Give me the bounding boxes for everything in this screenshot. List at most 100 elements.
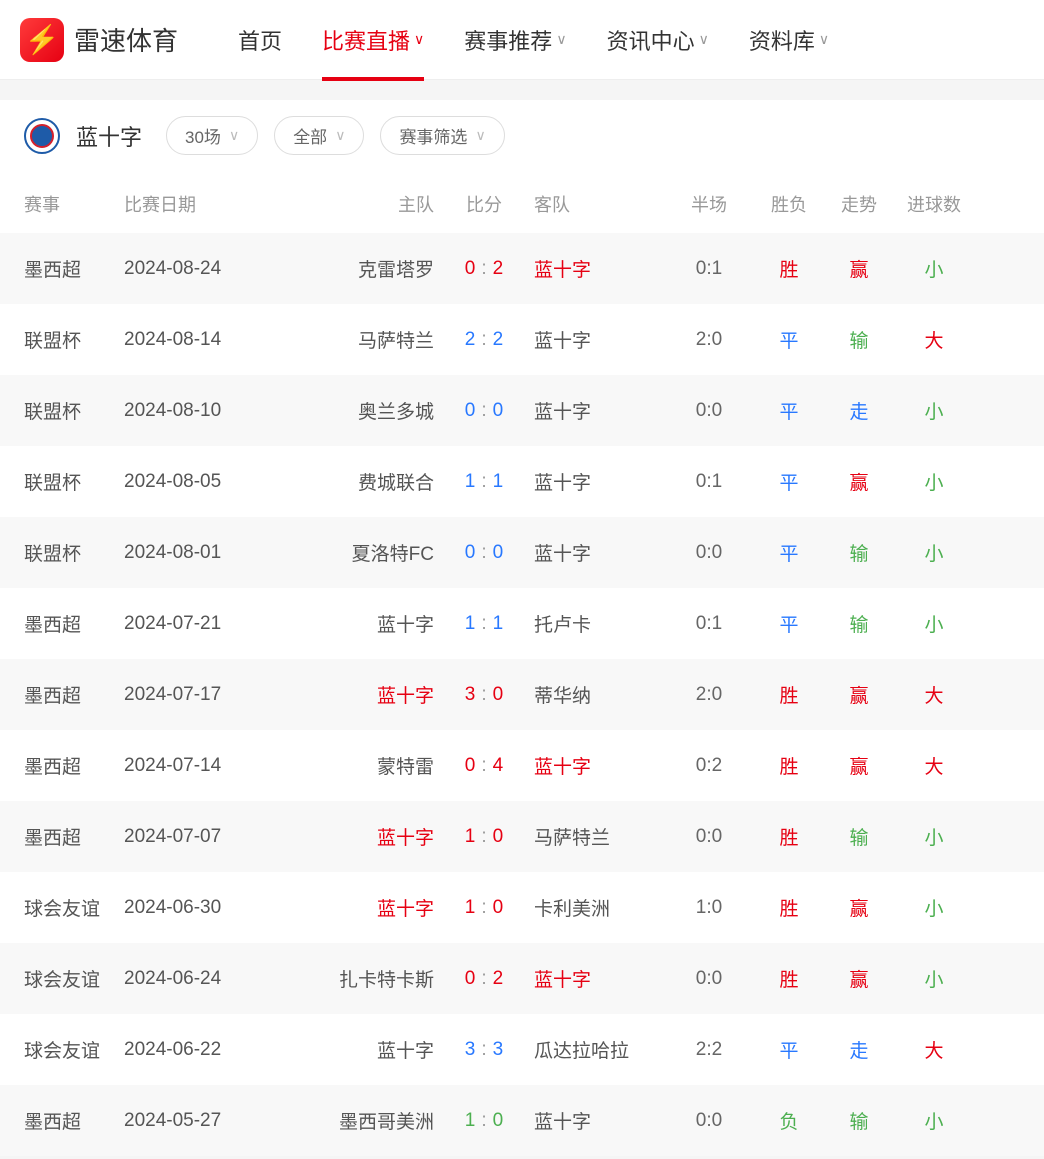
cell-away: 蓝十字 [524,539,664,566]
cell-half: 1:0 [664,897,754,919]
cell-home: 蓝十字 [264,894,444,921]
score-sep: : [481,1110,486,1132]
cell-home: 马萨特兰 [264,326,444,353]
score-sep: : [481,1039,486,1061]
cell-half: 2:0 [664,329,754,351]
match-row[interactable]: 联盟杯2024-08-14马萨特兰2:2蓝十字2:0平输大 [0,304,1044,375]
site-name: 雷速体育 [74,21,178,58]
cell-home: 蒙特雷 [264,752,444,779]
cell-result: 胜 [754,894,824,921]
main-nav: 首页比赛直播∨赛事推荐∨资讯中心∨资料库∨ [238,0,1024,80]
nav-item-4[interactable]: 资料库∨ [749,0,829,80]
cell-score: 1:0 [444,1110,524,1132]
nav-item-1[interactable]: 比赛直播∨ [322,0,424,80]
score-sep: : [481,258,486,280]
cell-trend: 输 [824,326,894,353]
filter-scope-label: 全部 [293,123,327,148]
cell-away: 蓝十字 [524,326,664,353]
away-score: 0 [493,826,504,848]
cell-result: 胜 [754,752,824,779]
chevron-down-icon: ∨ [819,31,829,48]
cell-score: 0:0 [444,542,524,564]
nav-item-3[interactable]: 资讯中心∨ [607,0,709,80]
nav-item-2[interactable]: 赛事推荐∨ [464,0,566,80]
match-row[interactable]: 墨西超2024-07-21蓝十字1:1托卢卡0:1平输小 [0,588,1044,659]
cell-trend: 走 [824,397,894,424]
home-score: 0 [465,400,476,422]
match-row[interactable]: 球会友谊2024-06-30蓝十字1:0卡利美洲1:0胜赢小 [0,872,1044,943]
cell-score: 0:4 [444,755,524,777]
away-score: 3 [493,1039,504,1061]
cell-league: 球会友谊 [24,894,124,921]
col-half: 半场 [664,191,754,217]
col-score: 比分 [444,191,524,217]
cell-league: 墨西超 [24,681,124,708]
home-score: 0 [465,968,476,990]
cell-league: 墨西超 [24,610,124,637]
home-score: 2 [465,329,476,351]
cell-league: 球会友谊 [24,1036,124,1063]
cell-date: 2024-08-24 [124,258,264,280]
match-row[interactable]: 联盟杯2024-08-01夏洛特FC0:0蓝十字0:0平输小 [0,517,1044,588]
nav-item-label: 资讯中心 [607,24,695,56]
away-score: 0 [493,1110,504,1132]
cell-date: 2024-07-21 [124,613,264,635]
cell-result: 平 [754,326,824,353]
nav-item-0[interactable]: 首页 [238,0,282,80]
away-score: 4 [493,755,504,777]
chevron-down-icon: ∨ [414,31,424,48]
cell-league: 墨西超 [24,823,124,850]
cell-goals: 小 [894,965,974,992]
filter-scope[interactable]: 全部 ∨ [274,116,364,155]
match-row[interactable]: 墨西超2024-05-27墨西哥美洲1:0蓝十字0:0负输小 [0,1085,1044,1156]
cell-half: 2:2 [664,1039,754,1061]
cell-away: 蓝十字 [524,468,664,495]
cell-away: 蓝十字 [524,752,664,779]
match-row[interactable]: 墨西超2024-07-07蓝十字1:0马萨特兰0:0胜输小 [0,801,1044,872]
cell-half: 0:0 [664,826,754,848]
match-row[interactable]: 墨西超2024-07-17蓝十字3:0蒂华纳2:0胜赢大 [0,659,1044,730]
home-score: 1 [465,613,476,635]
home-score: 0 [465,755,476,777]
filter-count-label: 30场 [185,123,221,148]
cell-home: 蓝十字 [264,823,444,850]
cell-goals: 小 [894,894,974,921]
filter-competition-label: 赛事筛选 [399,123,467,148]
match-row[interactable]: 墨西超2024-08-24克雷塔罗0:2蓝十字0:1胜赢小 [0,233,1044,304]
cell-half: 0:0 [664,968,754,990]
site-header: ⚡ 雷速体育 首页比赛直播∨赛事推荐∨资讯中心∨资料库∨ [0,0,1044,80]
score-sep: : [481,400,486,422]
match-row[interactable]: 墨西超2024-07-14蒙特雷0:4蓝十字0:2胜赢大 [0,730,1044,801]
chevron-down-icon: ∨ [699,31,709,48]
score-sep: : [481,542,486,564]
cell-home: 蓝十字 [264,681,444,708]
cell-half: 0:1 [664,471,754,493]
cell-league: 联盟杯 [24,539,124,566]
site-logo[interactable]: ⚡ 雷速体育 [20,18,178,62]
cell-date: 2024-08-05 [124,471,264,493]
cell-score: 1:1 [444,471,524,493]
cell-date: 2024-08-01 [124,542,264,564]
content-panel: 蓝十字 30场 ∨ 全部 ∨ 赛事筛选 ∨ 赛事 比赛日期 主队 比分 客队 半… [0,100,1044,1156]
cell-trend: 输 [824,1107,894,1134]
cell-score: 1:0 [444,897,524,919]
score-sep: : [481,897,486,919]
filter-count[interactable]: 30场 ∨ [166,116,258,155]
match-row[interactable]: 球会友谊2024-06-24扎卡特卡斯0:2蓝十字0:0胜赢小 [0,943,1044,1014]
team-badge-icon [24,118,60,154]
match-row[interactable]: 联盟杯2024-08-05费城联合1:1蓝十字0:1平赢小 [0,446,1044,517]
away-score: 0 [493,542,504,564]
filter-competition[interactable]: 赛事筛选 ∨ [380,116,504,155]
cell-trend: 输 [824,823,894,850]
cell-goals: 小 [894,610,974,637]
score-sep: : [481,613,486,635]
cell-score: 2:2 [444,329,524,351]
cell-result: 平 [754,468,824,495]
match-row[interactable]: 球会友谊2024-06-22蓝十字3:3瓜达拉哈拉2:2平走大 [0,1014,1044,1085]
match-row[interactable]: 联盟杯2024-08-10奥兰多城0:0蓝十字0:0平走小 [0,375,1044,446]
cell-league: 联盟杯 [24,326,124,353]
nav-item-label: 资料库 [749,24,815,56]
col-goals: 进球数 [894,191,974,217]
chevron-down-icon: ∨ [229,127,239,144]
cell-result: 胜 [754,255,824,282]
